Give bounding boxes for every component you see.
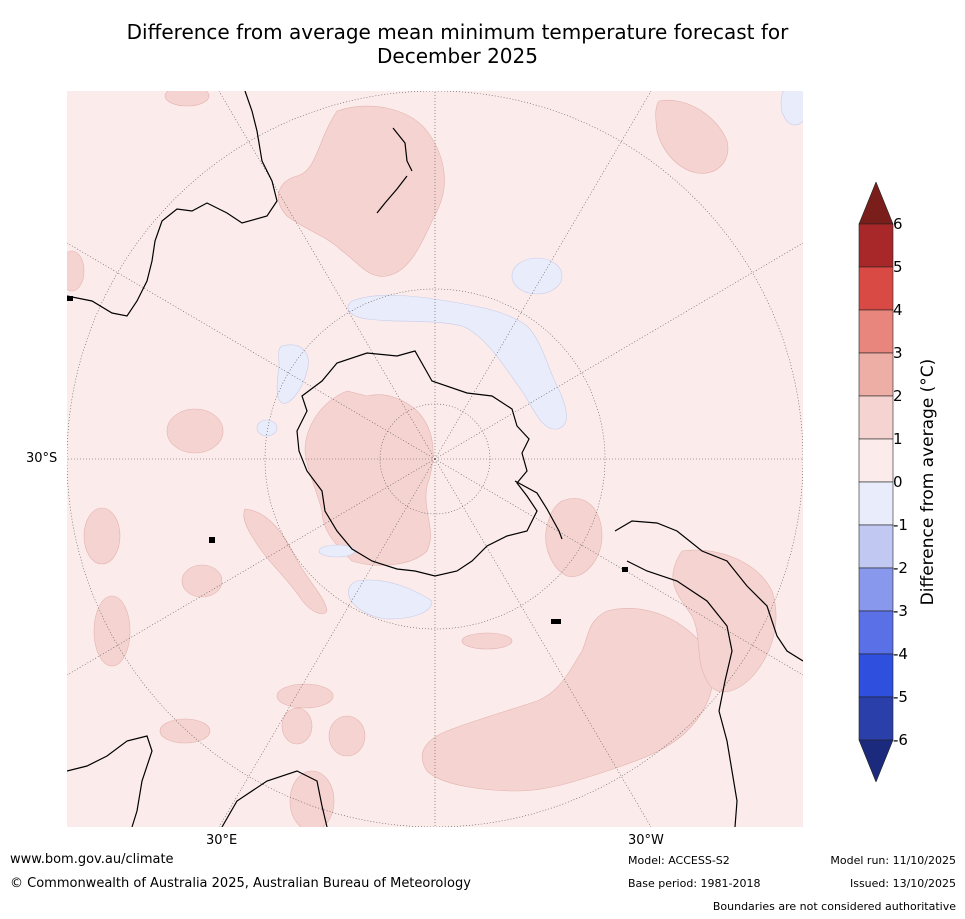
australia-coast	[67, 91, 278, 317]
antarctica-coastline	[296, 350, 538, 577]
colorbar-band	[858, 481, 894, 526]
meridian-5	[67, 458, 436, 676]
cool-region-west-small	[256, 419, 278, 437]
footer-issued: Issued: 13/10/2025	[849, 877, 956, 890]
colorbar-band	[858, 653, 894, 698]
kerguelen-island	[209, 537, 215, 543]
warm-region-top-left	[164, 91, 210, 107]
colorbar-tick-label: 3	[893, 344, 903, 362]
cool-region-ross-band	[347, 294, 567, 430]
colorbar-tick-label: -1	[893, 516, 908, 534]
islands	[67, 296, 628, 624]
footer-website: www.bom.gov.au/climate	[10, 852, 174, 867]
graticule	[67, 91, 803, 827]
colorbar-band	[858, 395, 894, 440]
cool-region-pacific	[511, 257, 563, 295]
cool-region-top-right	[780, 91, 803, 126]
colorbar-tick-label: 1	[893, 430, 903, 448]
colorbar-tick-label: 5	[893, 258, 903, 276]
meridian-7	[434, 458, 652, 827]
lat-label-30s: 30°S	[26, 451, 58, 466]
warm-anomaly-regions	[67, 91, 777, 827]
title-line-1: Difference from average mean minimum tem…	[126, 20, 789, 44]
warm-region-east	[545, 498, 603, 578]
colorbar-tick-label: 2	[893, 387, 903, 405]
island-west-edge	[67, 296, 73, 301]
coastlines	[67, 91, 803, 827]
colorbar-extend-low	[858, 739, 894, 783]
warm-region-pacific-ne	[655, 99, 729, 174]
warm-region-far-left	[159, 718, 211, 744]
colorbar-tick-label: -5	[893, 688, 908, 706]
warm-region-atlantic-small	[461, 632, 513, 650]
colorbar-svg	[858, 181, 894, 783]
cool-region-west	[276, 344, 309, 404]
chart-title: Difference from average mean minimum tem…	[60, 20, 855, 68]
colorbar-tick-label: 6	[893, 215, 903, 233]
falkland-island	[622, 567, 628, 572]
meridian-9	[434, 242, 803, 460]
antarctic-peninsula	[514, 480, 563, 540]
warm-region-south-4	[281, 707, 313, 745]
latitude-ring-60	[264, 288, 606, 630]
colorbar-tick-label: -2	[893, 559, 908, 577]
meridian-10	[434, 91, 652, 460]
warm-region-indian-streak	[243, 508, 328, 615]
warm-region-south-3	[328, 715, 366, 757]
lon-label-30e: 30°E	[206, 833, 238, 848]
africa-coast	[67, 735, 153, 827]
footer-disclaimer: Boundaries are not considered authoritat…	[712, 900, 956, 913]
warm-region-south-1	[276, 683, 334, 709]
footer-model: Model: ACCESS-S2	[628, 854, 730, 867]
footer-copyright: © Commonwealth of Australia 2025, Austra…	[10, 876, 471, 891]
warm-region-left-edge	[67, 250, 85, 292]
colorbar-band	[858, 696, 894, 741]
colorbar-tick-label: -6	[893, 731, 908, 749]
meridian-4	[67, 242, 436, 460]
colorbar-tick-label: 4	[893, 301, 903, 319]
cool-region-south	[348, 579, 433, 620]
warm-region-west-1	[166, 408, 224, 454]
new-zealand-north	[392, 127, 413, 172]
colorbar-band	[858, 266, 894, 311]
warm-region-south-america	[672, 549, 777, 693]
warm-region-south-2	[289, 770, 335, 827]
south-africa-coast	[221, 770, 328, 827]
meridian-6	[218, 458, 436, 827]
colorbar-band	[858, 309, 894, 354]
colorbar-tick-label: -4	[893, 645, 908, 663]
meridian-3	[218, 91, 436, 460]
colorbar-band	[858, 352, 894, 397]
colorbar-band	[858, 223, 894, 268]
south-america-coast	[614, 520, 803, 662]
colorbar-band	[858, 610, 894, 655]
colorbar-title: Difference from average (°C)	[918, 358, 938, 606]
warm-region-antarctica	[304, 390, 434, 566]
polar-map	[67, 91, 803, 827]
warm-region-west-3	[181, 564, 223, 598]
warm-region-west-2	[83, 507, 121, 565]
colorbar-band	[858, 438, 894, 483]
warm-region-west-4	[93, 595, 131, 667]
footer-base-period: Base period: 1981-2018	[628, 877, 761, 890]
colorbar-tick-label: -3	[893, 602, 908, 620]
colorbar-band	[858, 567, 894, 612]
new-zealand-south	[376, 175, 408, 214]
colorbar-tick-label: 0	[893, 473, 903, 491]
colorbar	[858, 181, 894, 786]
colorbar-band	[858, 524, 894, 569]
map-svg	[67, 91, 803, 827]
colorbar-extend-high	[858, 181, 894, 225]
title-line-2: December 2025	[377, 44, 538, 68]
south-america-west-coast	[626, 560, 738, 827]
south-georgia-island	[551, 619, 561, 624]
meridian-8	[434, 458, 803, 676]
cool-anomaly-regions	[256, 91, 803, 620]
footer-model-run: Model run: 11/10/2025	[830, 854, 956, 867]
warm-region-tasman	[278, 105, 445, 277]
lon-label-30w: 30°W	[628, 833, 664, 848]
